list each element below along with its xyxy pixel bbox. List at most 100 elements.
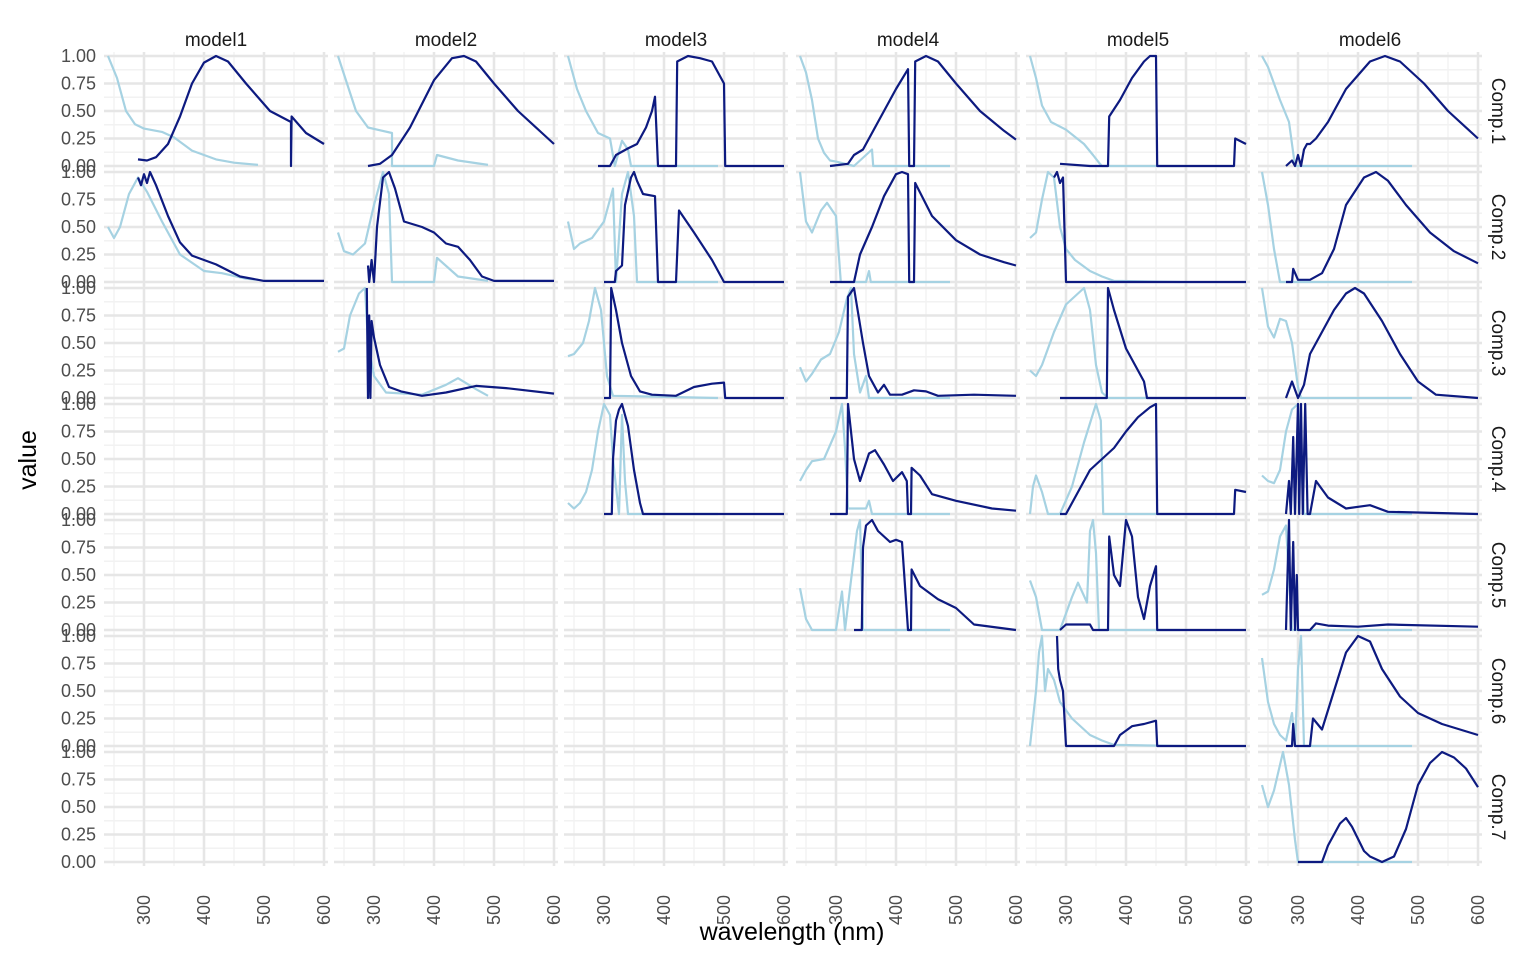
y-tick-label: 0.75	[61, 306, 96, 326]
panel-model5-Comp.2	[1026, 168, 1250, 286]
series-line-lightblue-model3-Comp.1	[566, 55, 718, 168]
y-tick-label: 1.00	[61, 46, 96, 66]
panel-model5-Comp.3	[1026, 284, 1250, 402]
facet-row-label: Comp.4	[1487, 426, 1508, 493]
x-tick-label: 500	[714, 895, 734, 925]
panel-model3-Comp.4	[564, 400, 788, 518]
facet-column-label: model5	[1107, 30, 1169, 51]
x-tick-label: 300	[594, 895, 614, 925]
y-tick-label: 0.75	[61, 422, 96, 442]
y-tick-label: 0.25	[61, 825, 96, 845]
y-tick-label: 0.50	[61, 565, 96, 585]
series-line-darkblue-model6-Comp.4	[1284, 402, 1479, 516]
x-tick-label: 600	[544, 895, 564, 925]
x-tick-label: 300	[826, 895, 846, 925]
series-line-darkblue-model4-Comp.5	[854, 518, 1017, 632]
panel-model1-Comp.5	[104, 516, 328, 634]
facet-column-label: model3	[645, 30, 707, 51]
series-line-darkblue-model6-Comp.5	[1284, 518, 1479, 632]
series-line-darkblue-model6-Comp.2	[1286, 170, 1479, 284]
x-tick-label: 400	[1116, 895, 1136, 925]
series-line-darkblue-model4-Comp.4	[830, 402, 1017, 516]
panel-model1-Comp.6	[104, 632, 328, 750]
series-line-lightblue-model4-Comp.3	[798, 286, 950, 400]
panel-model6-Comp.2	[1258, 168, 1482, 286]
series-line-darkblue-model2-Comp.2	[366, 170, 554, 284]
facet-column-label: model6	[1339, 30, 1401, 51]
series-line-lightblue-model4-Comp.4	[799, 402, 950, 516]
x-tick-label: 400	[194, 895, 214, 925]
panel-model1-Comp.2	[104, 168, 328, 286]
series-line-darkblue-model1-Comp.1	[137, 54, 325, 168]
series-line-darkblue-model4-Comp.3	[830, 286, 1017, 400]
series-line-lightblue-model4-Comp.2	[798, 171, 950, 284]
series-line-lightblue-model3-Comp.4	[567, 402, 718, 516]
y-tick-label: 0.00	[61, 156, 96, 176]
x-tick-label: 400	[424, 895, 444, 925]
series-line-lightblue-model5-Comp.2	[1029, 170, 1181, 284]
facet-row-label: Comp.1	[1487, 78, 1508, 145]
panel-model1-Comp.3	[104, 284, 328, 402]
panel-model2-Comp.4	[334, 400, 558, 518]
panel-model5-Comp.6	[1026, 632, 1250, 750]
series-line-darkblue-model6-Comp.7	[1298, 750, 1479, 864]
series-line-darkblue-model2-Comp.3	[365, 287, 555, 400]
series-line-lightblue-model5-Comp.5	[1028, 518, 1180, 632]
y-tick-label: 0.00	[61, 504, 96, 524]
x-tick-label: 500	[484, 895, 504, 925]
series-line-darkblue-model3-Comp.4	[604, 402, 784, 516]
y-tick-label: 0.25	[61, 245, 96, 265]
panel-model1-Comp.1	[104, 52, 328, 170]
panel-model5-Comp.5	[1026, 516, 1250, 634]
x-tick-label: 600	[1006, 895, 1026, 925]
panel-model3-Comp.5	[564, 516, 788, 634]
y-tick-label: 0.25	[61, 361, 96, 381]
series-line-lightblue-model2-Comp.3	[337, 286, 489, 397]
x-tick-label: 500	[946, 895, 966, 925]
series-line-lightblue-model5-Comp.6	[1028, 634, 1181, 748]
panel-model4-Comp.6	[796, 632, 1020, 750]
labels-layer: model1 model2 model3 model4 model5 model6 Comp…	[61, 30, 1508, 925]
panel-model6-Comp.6	[1258, 632, 1482, 750]
y-tick-label: 0.25	[61, 593, 96, 613]
x-tick-label: 300	[364, 895, 384, 925]
x-tick-label: 500	[254, 895, 274, 925]
series-line-lightblue-model6-Comp.5	[1261, 524, 1412, 632]
y-tick-label: 1.00	[61, 278, 96, 298]
y-tick-label: 0.25	[61, 477, 96, 497]
series-line-lightblue-model5-Comp.1	[1028, 55, 1180, 168]
x-tick-label: 600	[314, 895, 334, 925]
y-tick-label: 0.00	[61, 852, 96, 872]
y-tick-label: 0.00	[61, 736, 96, 756]
series-line-lightblue-model5-Comp.3	[1029, 286, 1180, 400]
y-tick-label: 0.00	[61, 272, 96, 292]
y-tick-label: 1.00	[61, 510, 96, 530]
series-line-lightblue-model6-Comp.7	[1260, 750, 1412, 864]
panel-model3-Comp.6	[564, 632, 788, 750]
facet-row-label: Comp.6	[1487, 658, 1508, 725]
series-line-lightblue-model2-Comp.1	[336, 55, 489, 168]
x-tick-label: 600	[1236, 895, 1256, 925]
series-line-darkblue-model3-Comp.1	[598, 54, 784, 168]
series-line-lightblue-model3-Comp.2	[566, 170, 718, 284]
series-line-darkblue-model4-Comp.1	[829, 54, 1017, 168]
facet-column-label: model2	[415, 30, 477, 51]
x-tick-label: 400	[1348, 895, 1368, 925]
y-tick-label: 0.50	[61, 101, 96, 121]
y-tick-label: 0.25	[61, 709, 96, 729]
panel-model1-Comp.4	[104, 400, 328, 518]
facet-row-label: Comp.5	[1487, 542, 1508, 609]
panels-layer	[104, 52, 1482, 866]
y-tick-label: 0.00	[61, 388, 96, 408]
y-tick-label: 0.25	[61, 129, 96, 149]
panel-model4-Comp.3	[796, 284, 1020, 402]
series-line-darkblue-model5-Comp.2	[1053, 170, 1246, 284]
x-tick-label: 400	[886, 895, 906, 925]
series-line-darkblue-model6-Comp.3	[1284, 286, 1479, 400]
facet-column-label: model1	[185, 30, 247, 51]
series-line-darkblue-model5-Comp.6	[1055, 635, 1246, 748]
y-axis-title: value	[14, 430, 42, 490]
series-line-darkblue-model3-Comp.2	[604, 170, 784, 284]
y-tick-label: 0.75	[61, 538, 96, 558]
series-line-darkblue-model5-Comp.3	[1060, 286, 1246, 400]
